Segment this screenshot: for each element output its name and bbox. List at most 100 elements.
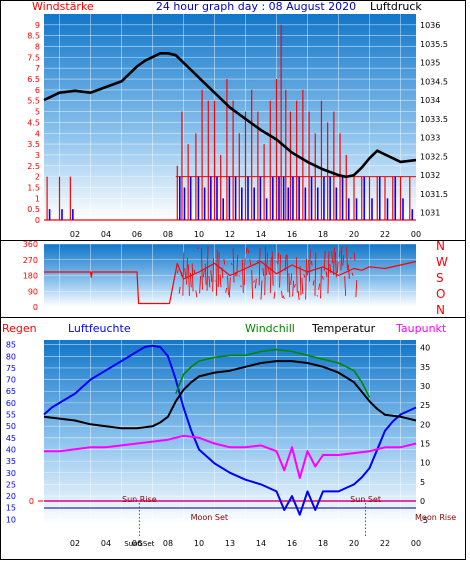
wind-direction-sample xyxy=(351,272,354,277)
humidity-line xyxy=(43,344,417,516)
temperature-tick-label: 35 xyxy=(420,363,430,372)
wind-direction-sample xyxy=(228,277,231,298)
pressure-tick-label: 1031.5 xyxy=(420,190,448,199)
temperature-tick-label: 0 xyxy=(420,497,425,506)
wind-direction-sample xyxy=(266,252,268,276)
wind-direction-sample xyxy=(325,271,328,278)
wind-strength-tick-label: 5 xyxy=(35,108,40,117)
wind-direction-sample xyxy=(281,290,283,299)
temperature-tick-label: 5 xyxy=(420,478,425,487)
wind-direction-sample xyxy=(227,275,229,296)
wind-direction-sample xyxy=(273,291,276,299)
wind-strength-tick-label: 2 xyxy=(35,173,40,182)
wind-strength-title: Windstärke xyxy=(32,0,94,13)
astro-event-label: Sun Rise xyxy=(122,495,157,504)
wind-direction-sample xyxy=(277,252,280,265)
wind-direction-sample xyxy=(201,248,203,290)
wind-direction-sample xyxy=(245,247,248,254)
wind-direction-sample xyxy=(355,279,358,298)
sunset-time-overlay-label: SunGSet xyxy=(124,540,154,548)
wind-direction-sample xyxy=(240,285,242,288)
wind-direction-sample xyxy=(314,252,317,296)
temperature-label: Temperatur xyxy=(311,322,376,335)
wind-direction-sample xyxy=(191,263,194,292)
wind-direction-sample xyxy=(344,276,347,296)
astro-event-label: Moon Set xyxy=(191,513,228,522)
wind-strength-tick-label: 7 xyxy=(35,64,40,73)
time-tick-label: 00 xyxy=(411,230,421,239)
wind-direction-sample xyxy=(182,252,185,296)
wind-direction-sample xyxy=(264,246,267,296)
wind-direction-sample xyxy=(271,251,274,286)
wind-direction-sample xyxy=(267,268,270,275)
time-tick-label: 18 xyxy=(318,539,328,548)
pressure-tick-label: 1032.5 xyxy=(420,152,448,161)
pressure-tick-label: 1035.5 xyxy=(420,40,448,49)
compass-label: N xyxy=(436,239,445,253)
wind-strength-tick-label: 7.5 xyxy=(27,53,40,62)
wind-direction-sample xyxy=(249,259,252,266)
wind-direction-sample xyxy=(288,273,291,298)
wind-direction-sample xyxy=(260,280,263,300)
wind-direction-sample xyxy=(258,248,261,286)
humidity-tick-label: 85 xyxy=(6,341,16,350)
pressure-tick-label: 1034.5 xyxy=(420,77,448,86)
time-tick-label: 12 xyxy=(225,230,235,239)
wind-direction-sample xyxy=(312,280,315,286)
wind-strength-tick-label: 4 xyxy=(35,129,40,138)
wind-direction-sample xyxy=(323,250,326,271)
astro-event-label: Sun Set xyxy=(350,495,381,504)
wind-direction-sample xyxy=(346,247,348,270)
time-tick-label: 13 xyxy=(225,539,235,548)
time-tick-label: 20 xyxy=(349,539,359,548)
wind-direction-sample xyxy=(286,254,289,293)
wind-direction-sample xyxy=(253,280,255,283)
humidity-tick-label: 30 xyxy=(6,469,16,478)
wind-direction-sample xyxy=(197,247,200,250)
wind-direction-sample xyxy=(223,258,226,265)
wind-direction-sample xyxy=(234,272,237,277)
wind-strength-tick-label: 3 xyxy=(35,151,40,160)
rain-label: Regen xyxy=(2,322,37,335)
legend-labels: Regen Luftfeuchte Windchill Temperatur Taupu… xyxy=(2,322,456,522)
wind-direction-sample xyxy=(254,278,257,289)
time-tick-label: 08 xyxy=(163,230,173,239)
compass-label: S xyxy=(436,271,444,285)
humidity-tick-label: 50 xyxy=(6,422,16,431)
humidity-tick-label: 70 xyxy=(6,376,16,385)
wind-direction-sample xyxy=(292,280,294,297)
wind-direction-sample xyxy=(215,249,218,296)
time-tick-label: 06 xyxy=(132,230,142,239)
wind-direction-sample xyxy=(284,254,287,271)
wind-direction-sample xyxy=(349,257,352,260)
temperature-tick-label: -5 xyxy=(420,516,428,525)
temperature-tick-label: 40 xyxy=(420,344,430,353)
wind-strength-tick-label: 1.5 xyxy=(27,183,40,192)
wind-direction-sample xyxy=(290,273,293,285)
wind-direction-sample xyxy=(230,262,233,266)
time-tick-label: 14 xyxy=(256,539,266,548)
wind-direction-sample xyxy=(238,275,240,277)
humidity-tick-label: 45 xyxy=(6,434,16,443)
wind-direction-sample xyxy=(301,278,304,295)
wind-direction-sample xyxy=(212,258,215,292)
temperature-tick-label: 10 xyxy=(420,459,430,468)
wind-direction-sample xyxy=(331,250,334,264)
wind-direction-sample xyxy=(225,287,228,293)
wind-direction-sample xyxy=(307,259,309,276)
wind-direction-sample xyxy=(308,249,311,282)
pressure-tick-label: 1033 xyxy=(420,134,440,143)
humidity-tick-label: 60 xyxy=(6,399,16,408)
time-tick-label: 06 xyxy=(132,539,142,548)
wind-direction-sample xyxy=(199,275,201,294)
wind-direction-sample xyxy=(333,247,335,276)
pressure-tick-label: 1033.5 xyxy=(420,115,448,124)
wind-direction-sample xyxy=(236,254,239,277)
time-tick-label: 00 xyxy=(411,539,421,548)
wind-direction-tick-label: 360 xyxy=(23,240,38,249)
wind-direction-sample xyxy=(347,264,350,279)
wind-direction-sample xyxy=(193,269,196,274)
time-tick-label: 04 xyxy=(101,539,111,548)
